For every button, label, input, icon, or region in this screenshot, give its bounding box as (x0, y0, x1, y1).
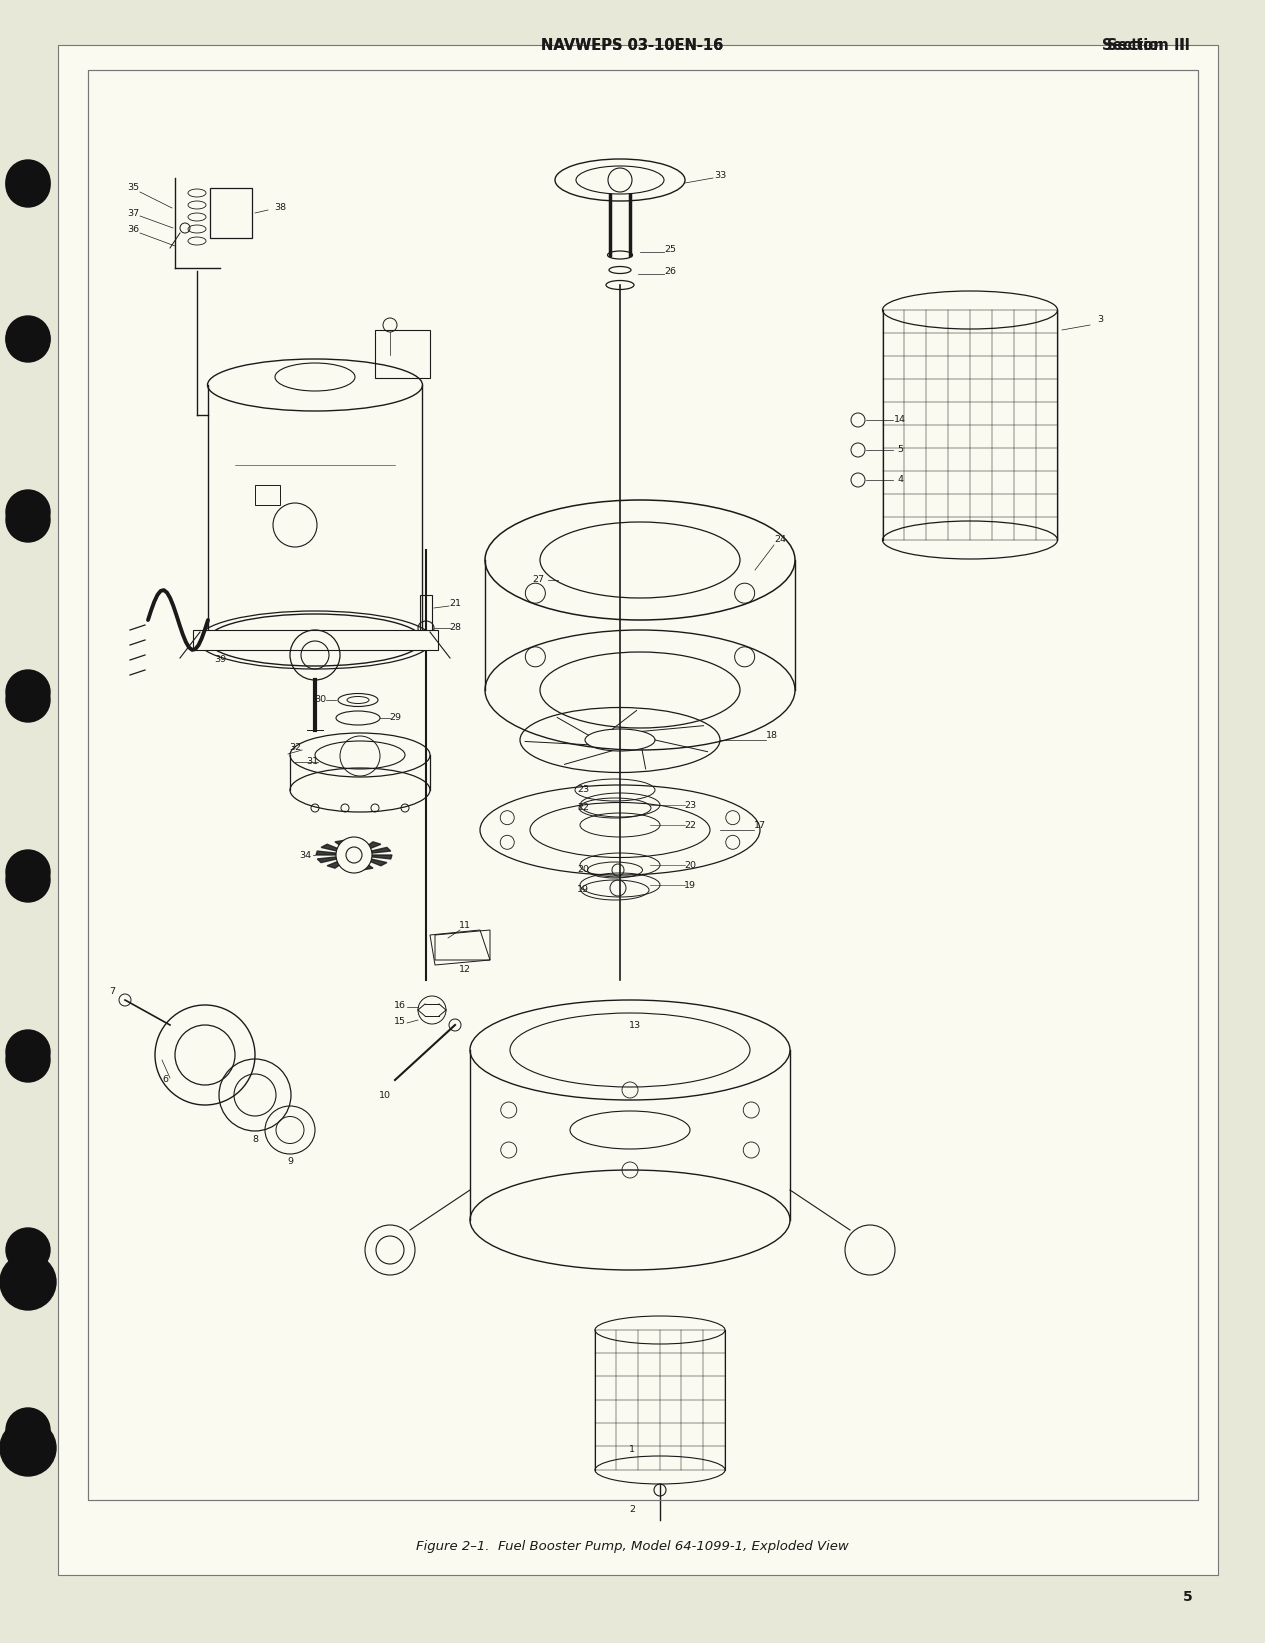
Circle shape (6, 1030, 51, 1075)
Text: 13: 13 (629, 1020, 641, 1030)
Text: 32: 32 (288, 744, 301, 752)
Text: 8: 8 (252, 1135, 258, 1145)
Text: 37: 37 (126, 209, 139, 217)
Bar (194, 629, 438, 651)
Circle shape (6, 1227, 51, 1272)
Bar (256, 485, 280, 504)
Text: 20: 20 (684, 861, 696, 869)
Text: 18: 18 (767, 731, 778, 739)
Circle shape (0, 1420, 56, 1475)
Text: 11: 11 (459, 920, 471, 930)
Text: 1: 1 (629, 1446, 635, 1454)
Text: 9: 9 (287, 1158, 293, 1167)
Circle shape (6, 315, 51, 360)
Text: 12: 12 (459, 966, 471, 974)
Bar (89, 71, 1198, 1500)
Circle shape (6, 679, 51, 721)
Polygon shape (359, 861, 373, 869)
Text: 33: 33 (713, 171, 726, 179)
Circle shape (6, 858, 51, 902)
Circle shape (0, 1254, 56, 1309)
Polygon shape (321, 845, 342, 851)
Polygon shape (316, 851, 336, 854)
Circle shape (6, 849, 51, 894)
Text: 6: 6 (162, 1076, 168, 1084)
Polygon shape (328, 859, 345, 868)
Text: 3: 3 (1097, 315, 1103, 325)
Text: 24: 24 (774, 536, 786, 544)
Text: Section  II: Section II (1102, 38, 1185, 53)
Circle shape (6, 1038, 51, 1083)
Circle shape (6, 319, 51, 361)
Text: 23: 23 (577, 785, 589, 795)
Polygon shape (363, 841, 381, 849)
Text: 28: 28 (449, 623, 460, 633)
Text: 15: 15 (393, 1017, 406, 1027)
Text: 39: 39 (214, 656, 226, 664)
Text: 17: 17 (754, 820, 767, 830)
Circle shape (6, 670, 51, 715)
Circle shape (6, 159, 51, 204)
Text: 5: 5 (1183, 1590, 1193, 1604)
Text: 21: 21 (449, 600, 460, 608)
Text: 27: 27 (533, 575, 544, 585)
Text: 5: 5 (897, 445, 903, 455)
Text: 23: 23 (684, 800, 696, 810)
Bar (374, 330, 430, 378)
Text: 4: 4 (897, 475, 903, 485)
Text: 16: 16 (393, 1001, 406, 1009)
Text: 29: 29 (390, 713, 401, 723)
Text: 36: 36 (126, 225, 139, 235)
Polygon shape (318, 858, 339, 863)
Text: 35: 35 (126, 184, 139, 192)
Text: Section  II: Section II (1107, 38, 1190, 53)
Text: 22: 22 (684, 820, 696, 830)
Text: 2: 2 (629, 1505, 635, 1515)
Text: NAVWEPS 03-10EN-16: NAVWEPS 03-10EN-16 (541, 38, 724, 53)
Text: 14: 14 (894, 416, 906, 424)
Polygon shape (344, 863, 354, 871)
Text: 31: 31 (306, 757, 318, 767)
Text: 19: 19 (684, 881, 696, 889)
Polygon shape (367, 859, 387, 866)
Polygon shape (369, 848, 391, 853)
Text: NAVWEPS 03-10EN-16: NAVWEPS 03-10EN-16 (541, 38, 724, 53)
Text: Figure 2–1.  Fuel Booster Pump, Model 64-1099-1, Exploded View: Figure 2–1. Fuel Booster Pump, Model 64-… (416, 1539, 849, 1553)
Text: 19: 19 (577, 886, 589, 894)
Bar (89, 71, 1198, 1500)
Text: 20: 20 (577, 866, 589, 874)
Text: 30: 30 (314, 695, 326, 705)
Text: 25: 25 (664, 245, 676, 255)
Text: 10: 10 (380, 1091, 391, 1099)
Circle shape (336, 836, 372, 872)
Circle shape (6, 1408, 51, 1452)
Circle shape (6, 490, 51, 534)
Text: 38: 38 (275, 204, 286, 212)
Polygon shape (354, 840, 364, 848)
Text: 7: 7 (109, 987, 115, 997)
Polygon shape (372, 854, 392, 859)
Bar (210, 187, 252, 238)
Bar (420, 595, 433, 633)
Text: 22: 22 (577, 803, 589, 813)
Circle shape (6, 163, 51, 207)
Text: 26: 26 (664, 268, 676, 276)
Polygon shape (335, 840, 349, 849)
Circle shape (6, 498, 51, 542)
Text: 34: 34 (299, 851, 311, 859)
